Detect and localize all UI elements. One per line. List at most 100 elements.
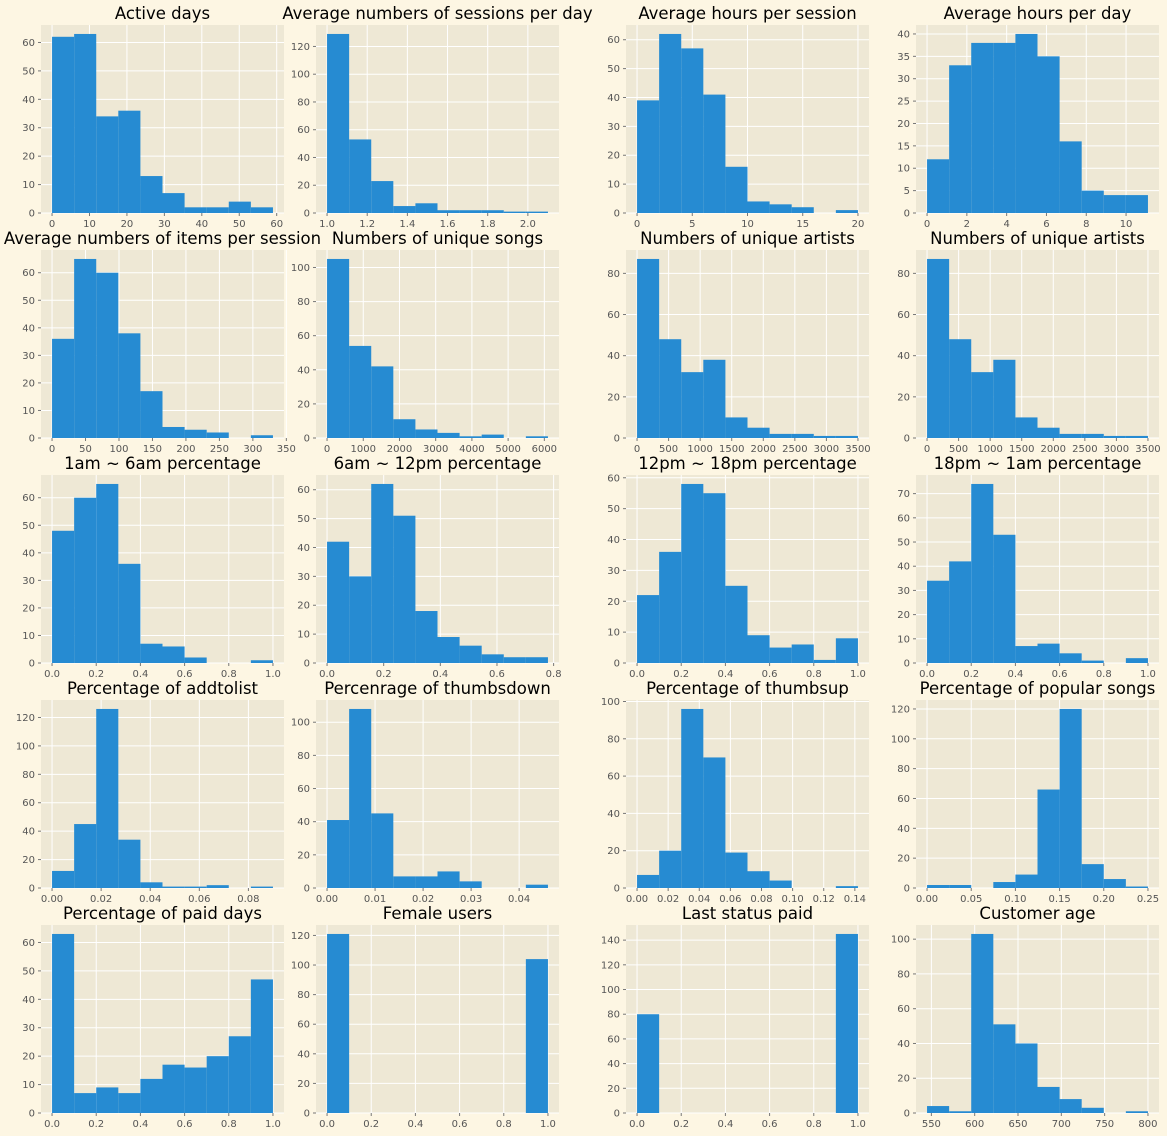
- panel-title: Percentage of thumbsup: [646, 679, 849, 698]
- y-tick-label: 20: [297, 601, 310, 612]
- x-tick-labels: 0 10 20 30 40 50 60: [49, 213, 283, 230]
- x-tick-label: 3000: [1104, 444, 1129, 455]
- x-tick-label: 0.8: [546, 669, 562, 680]
- histogram-bar: [250, 886, 273, 888]
- histogram-panel: 0.0 0.2 0.4 0.6 0.8 1.0 0 20 40 60 80 100 120 Female …: [291, 904, 559, 1130]
- x-tick-label: 3500: [845, 444, 870, 455]
- y-tick-label: 20: [297, 850, 310, 861]
- x-tick-label: 300: [243, 444, 262, 455]
- x-tick-label: 4000: [459, 444, 484, 455]
- y-tick-label: 30: [607, 122, 620, 133]
- histogram-bars: [927, 933, 1148, 1113]
- histogram-bar: [503, 211, 526, 213]
- panel-title: Average hours per day: [944, 4, 1132, 23]
- histogram-panel: 0.00 0.02 0.04 0.06 0.08 0.10 0.12 0.14 0 20 40 60 8…: [601, 679, 869, 905]
- x-tick-label: 15: [796, 219, 809, 230]
- histogram-panel: 0.0 0.2 0.4 0.6 0.8 1.0 0 20 40 60 80 100 120 140 Last…: [601, 904, 869, 1130]
- x-tick-label: 0: [49, 219, 55, 230]
- x-tick-labels: 0.0 0.2 0.4 0.6 0.8 1.0: [44, 663, 281, 680]
- y-tick-label: 0: [904, 884, 910, 895]
- histogram-bars: [927, 708, 1148, 888]
- histogram-bar: [228, 1036, 251, 1113]
- x-tick-label: 0.10: [1004, 894, 1026, 905]
- y-tick-label: 60: [607, 473, 620, 484]
- y-tick-label: 50: [22, 521, 35, 532]
- histogram-bar: [327, 258, 350, 438]
- histogram-bar: [1103, 435, 1126, 438]
- x-tick-label: 40: [195, 219, 208, 230]
- histogram-bar: [835, 933, 858, 1113]
- panel-title: Percentage of popular songs: [920, 679, 1156, 698]
- histogram-bar: [525, 436, 548, 438]
- y-tick-label: 120: [16, 713, 35, 724]
- histogram-panel: 0 10 20 30 40 50 60 0 10 20 30 40 50 60 Active days: [22, 4, 284, 230]
- histogram-bar: [835, 435, 858, 438]
- y-tick-labels: 0 20 40 60 80: [607, 269, 626, 445]
- y-tick-label: 40: [22, 323, 35, 334]
- histogram-bar: [993, 534, 1016, 663]
- histogram-bar: [791, 433, 814, 438]
- x-tick-labels: 1.0 1.2 1.4 1.6 1.8 2.0: [319, 213, 536, 230]
- x-tick-label: 0.8: [496, 1119, 512, 1130]
- y-tick-label: 60: [22, 38, 35, 49]
- x-tick-label: 0.2: [963, 669, 979, 680]
- x-tick-label: 750: [1095, 1119, 1114, 1130]
- x-tick-label: 0.04: [688, 894, 710, 905]
- histogram-bar: [162, 886, 185, 888]
- histogram-bar: [1081, 433, 1104, 438]
- y-tick-label: 0: [29, 1109, 35, 1120]
- x-tick-label: 1.0: [265, 669, 281, 680]
- y-tick-label: 100: [291, 718, 310, 729]
- x-tick-label: 0.25: [1137, 894, 1159, 905]
- x-tick-label: 2500: [782, 444, 807, 455]
- x-tick-label: 1.0: [319, 219, 335, 230]
- histogram-bar: [993, 1024, 1016, 1113]
- y-tick-labels: 0 10 20 30 40 50 60 70: [897, 489, 916, 670]
- x-tick-label: 0.2: [673, 669, 689, 680]
- histogram-bar: [349, 708, 372, 888]
- histogram-bar: [1103, 195, 1126, 213]
- x-tick-label: 1000: [977, 444, 1002, 455]
- y-tick-labels: 0 5 10 15 20 25 30 35 40: [897, 29, 916, 220]
- x-tick-label: 6000: [532, 444, 557, 455]
- y-tick-label: 30: [607, 566, 620, 577]
- y-tick-label: 15: [897, 141, 910, 152]
- histogram-bar: [437, 210, 460, 213]
- histogram-panel: 0.0 0.2 0.4 0.6 0.8 0 10 20 30 40 50 60 6am ~ 12pm p…: [297, 454, 561, 680]
- y-tick-label: 0: [29, 659, 35, 670]
- y-tick-label: 20: [897, 119, 910, 130]
- histogram-bar: [437, 432, 460, 438]
- histogram-bar: [681, 483, 704, 663]
- histogram-bar: [1125, 658, 1148, 663]
- y-tick-label: 40: [607, 351, 620, 362]
- x-tick-label: 0.0: [919, 669, 935, 680]
- histogram-bar: [637, 595, 660, 663]
- y-tick-label: 80: [607, 1010, 620, 1021]
- histogram-bar: [74, 497, 97, 663]
- y-tick-label: 60: [897, 794, 910, 805]
- y-tick-label: 20: [297, 1079, 310, 1090]
- histogram-panel: 0.00 0.05 0.10 0.15 0.20 0.25 0 20 40 60 80 100 120 P…: [891, 679, 1159, 905]
- histogram-panel: 0.00 0.01 0.02 0.03 0.04 0 20 40 60 80 100 Percenra…: [291, 679, 559, 905]
- histogram-bar: [637, 100, 660, 213]
- y-tick-label: 10: [897, 634, 910, 645]
- y-tick-label: 0: [904, 659, 910, 670]
- x-tick-label: 0.4: [1007, 669, 1023, 680]
- x-tick-label: 0.4: [432, 669, 448, 680]
- y-tick-label: 30: [897, 74, 910, 85]
- histogram-bar: [703, 94, 726, 213]
- y-tick-label: 0: [29, 209, 35, 220]
- histogram-bars: [637, 33, 858, 214]
- histogram-bar: [184, 886, 207, 888]
- histogram-bar: [769, 880, 792, 888]
- y-tick-labels: 0 10 20 30 40 50 60: [607, 35, 626, 220]
- histogram-bar: [747, 635, 770, 663]
- y-tick-label: 100: [16, 741, 35, 752]
- x-tick-label: 0.2: [88, 1119, 104, 1130]
- histogram-bar: [993, 42, 1016, 214]
- panel-title: Numbers of unique artists: [640, 229, 855, 248]
- y-tick-label: 120: [291, 42, 310, 53]
- x-tick-label: 0.8: [221, 669, 237, 680]
- x-tick-label: 800: [1138, 1119, 1157, 1130]
